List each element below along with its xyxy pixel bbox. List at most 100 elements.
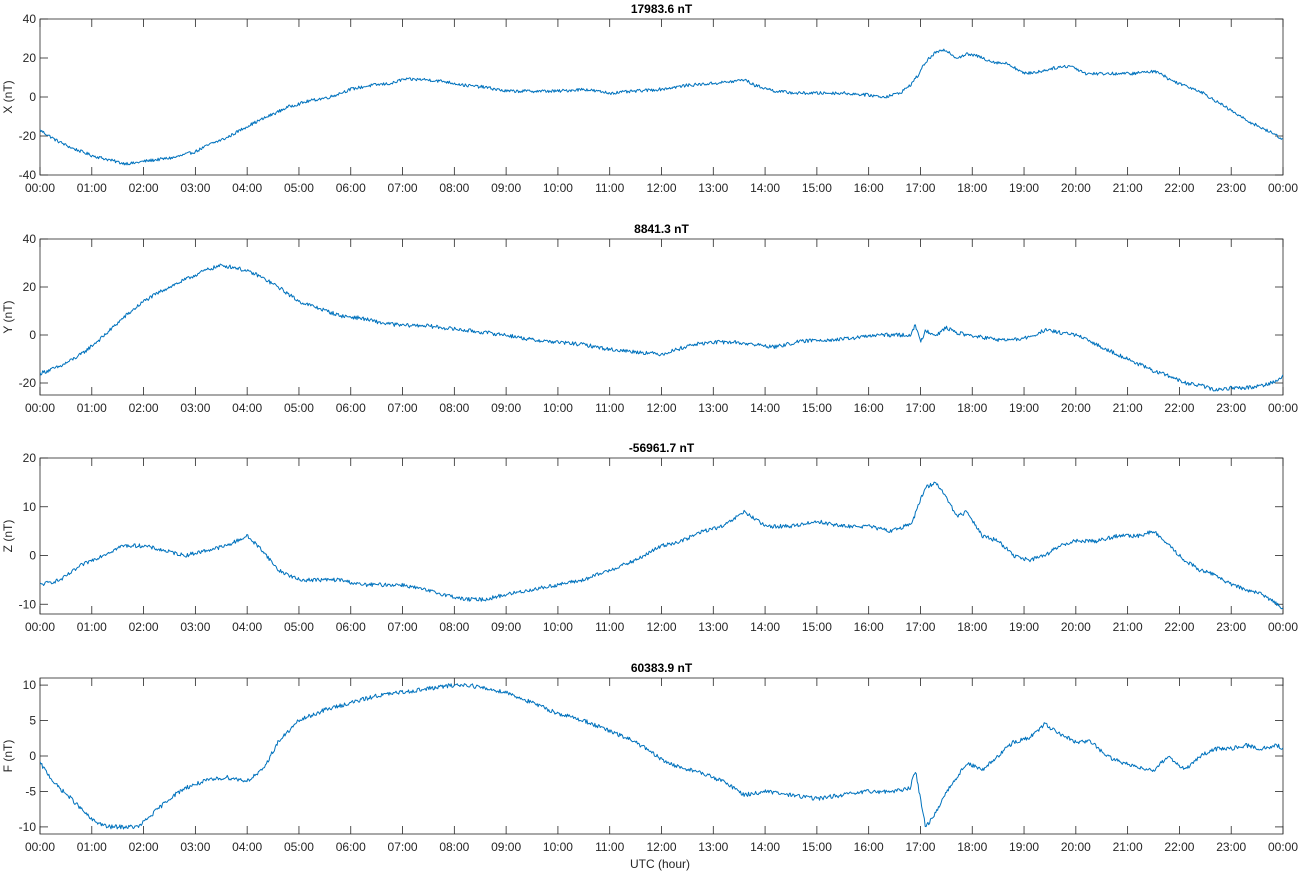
x-tick-label-f: 22:00 <box>1164 840 1194 854</box>
y-tick-label-z: 10 <box>23 500 37 514</box>
y-tick-label-x: -40 <box>19 168 37 182</box>
x-tick-label-x: 04:00 <box>232 181 262 195</box>
x-tick-label-y: 03:00 <box>180 401 210 415</box>
x-tick-label-z: 19:00 <box>1009 620 1039 634</box>
figure-x-axis-label: UTC (hour) <box>630 857 690 871</box>
x-tick-label-z: 13:00 <box>698 620 728 634</box>
x-tick-label-f: 10:00 <box>543 840 573 854</box>
x-tick-label-y: 17:00 <box>905 401 935 415</box>
chart-title-x: 17983.6 nT <box>631 2 693 16</box>
y-axis-label-f: F (nT) <box>1 740 15 773</box>
y-tick-label-z: 0 <box>29 549 36 563</box>
x-tick-label-z: 05:00 <box>284 620 314 634</box>
panel-f: 60383.9 nT F (nT) -10 -5 0 5 10 00:00 01:00 02:00… <box>1 661 1298 854</box>
x-tick-label-f: 01:00 <box>77 840 107 854</box>
x-tick-label-x: 09:00 <box>491 181 521 195</box>
y-tick-label-x: 20 <box>23 51 37 65</box>
x-tick-label-y: 23:00 <box>1216 401 1246 415</box>
x-tick-label-f: 03:00 <box>180 840 210 854</box>
y-tick-label-f: 5 <box>29 714 36 728</box>
x-tick-label-z: 10:00 <box>543 620 573 634</box>
panel-z: -56961.7 nT Z (nT) -10 0 10 20 00:00 01:00 02:00… <box>1 441 1298 634</box>
x-tick-label-z: 01:00 <box>77 620 107 634</box>
x-tick-label-z: 07:00 <box>388 620 418 634</box>
x-tick-label-z: 00:00 <box>25 620 55 634</box>
x-tick-label-y: 13:00 <box>698 401 728 415</box>
x-tick-label-y: 14:00 <box>750 401 780 415</box>
y-tick-label-x: -20 <box>19 129 37 143</box>
panels: 17983.6 nT X (nT) -40 -20 0 20 40 00:00 01:00 02:… <box>1 2 1298 854</box>
y-tick-label-y: 20 <box>23 280 37 294</box>
x-tick-label-y: 19:00 <box>1009 401 1039 415</box>
panel-x: 17983.6 nT X (nT) -40 -20 0 20 40 00:00 01:00 02:… <box>1 2 1298 195</box>
x-tick-label-x: 13:00 <box>698 181 728 195</box>
axes-box-x <box>39 18 1284 176</box>
x-tick-label-z: 09:00 <box>491 620 521 634</box>
x-tick-label-x: 06:00 <box>336 181 366 195</box>
x-tick-label-f: 06:00 <box>336 840 366 854</box>
x-tick-label-z: 03:00 <box>180 620 210 634</box>
x-tick-label-x: 15:00 <box>802 181 832 195</box>
x-tick-label-x: 18:00 <box>957 181 987 195</box>
x-tick-label-f: 16:00 <box>854 840 884 854</box>
x-tick-label-x: 16:00 <box>854 181 884 195</box>
x-tick-label-z: 14:00 <box>750 620 780 634</box>
x-tick-label-f: 18:00 <box>957 840 987 854</box>
axes-box-z <box>39 457 1284 615</box>
series-line-x <box>40 48 1283 166</box>
x-tick-label-y: 09:00 <box>491 401 521 415</box>
x-tick-label-f: 17:00 <box>905 840 935 854</box>
x-tick-label-z: 21:00 <box>1113 620 1143 634</box>
y-tick-label-y: 0 <box>29 328 36 342</box>
x-tick-label-y: 22:00 <box>1164 401 1194 415</box>
x-tick-label-y: 10:00 <box>543 401 573 415</box>
x-tick-label-f: 07:00 <box>388 840 418 854</box>
x-tick-label-f: 15:00 <box>802 840 832 854</box>
y-tick-label-f: 10 <box>23 678 37 692</box>
x-tick-label-y: 04:00 <box>232 401 262 415</box>
x-tick-label-y: 00:00 <box>1268 401 1298 415</box>
chart-title-y: 8841.3 nT <box>634 222 689 236</box>
x-tick-label-z: 22:00 <box>1164 620 1194 634</box>
y-tick-label-f: -5 <box>25 784 36 798</box>
x-tick-label-z: 11:00 <box>595 620 624 634</box>
y-axis-label-y: Y (nT) <box>1 300 15 333</box>
x-tick-label-x: 02:00 <box>129 181 159 195</box>
x-tick-label-f: 19:00 <box>1009 840 1039 854</box>
x-tick-label-f: 21:00 <box>1113 840 1143 854</box>
x-tick-label-z: 04:00 <box>232 620 262 634</box>
x-tick-label-y: 07:00 <box>388 401 418 415</box>
x-tick-label-z: 02:00 <box>129 620 159 634</box>
x-tick-label-z: 16:00 <box>854 620 884 634</box>
x-tick-label-z: 18:00 <box>957 620 987 634</box>
series-line-f <box>40 683 1283 830</box>
x-tick-label-y: 16:00 <box>854 401 884 415</box>
x-tick-label-f: 14:00 <box>750 840 780 854</box>
x-tick-label-x: 08:00 <box>439 181 469 195</box>
x-tick-label-y: 00:00 <box>25 401 55 415</box>
panel-y: 8841.3 nT Y (nT) -20 0 20 40 00:00 01:00 02:00 03… <box>1 222 1298 415</box>
chart-title-z: -56961.7 nT <box>629 441 695 455</box>
x-tick-label-z: 00:00 <box>1268 620 1298 634</box>
y-axis-label-x: X (nT) <box>1 80 15 113</box>
x-tick-label-y: 15:00 <box>802 401 832 415</box>
y-tick-label-f: 0 <box>29 749 36 763</box>
x-tick-label-f: 08:00 <box>439 840 469 854</box>
y-axis-label-z: Z (nT) <box>1 520 15 553</box>
x-tick-label-z: 15:00 <box>802 620 832 634</box>
x-tick-label-y: 20:00 <box>1061 401 1091 415</box>
x-tick-label-x: 10:00 <box>543 181 573 195</box>
x-tick-label-z: 12:00 <box>646 620 676 634</box>
x-tick-label-y: 12:00 <box>646 401 676 415</box>
x-tick-label-z: 06:00 <box>336 620 366 634</box>
x-tick-label-y: 05:00 <box>284 401 314 415</box>
y-tick-label-f: -10 <box>19 820 37 834</box>
x-tick-label-f: 00:00 <box>1268 840 1298 854</box>
x-tick-label-x: 03:00 <box>180 181 210 195</box>
x-tick-label-x: 20:00 <box>1061 181 1091 195</box>
x-tick-label-x: 14:00 <box>750 181 780 195</box>
y-tick-label-x: 40 <box>23 12 37 26</box>
x-tick-label-y: 21:00 <box>1113 401 1143 415</box>
x-tick-label-f: 04:00 <box>232 840 262 854</box>
x-tick-label-f: 11:00 <box>595 840 624 854</box>
